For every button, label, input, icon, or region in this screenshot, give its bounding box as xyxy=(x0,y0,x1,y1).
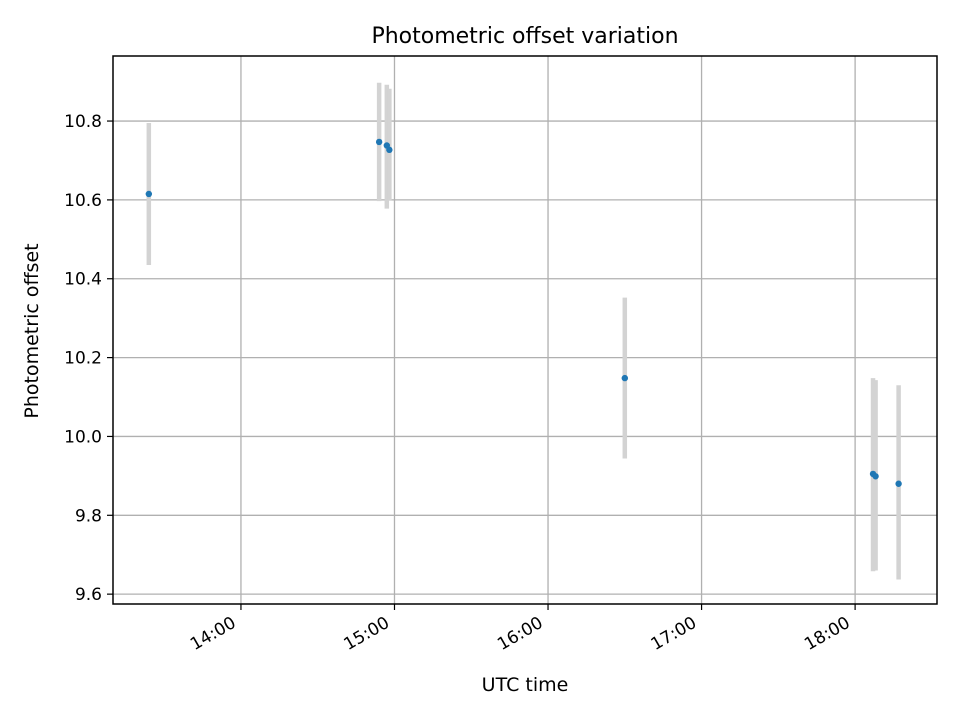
data-point-layer xyxy=(145,138,902,487)
y-tick-label: 10.0 xyxy=(64,427,102,447)
y-tick-label: 9.8 xyxy=(75,506,102,526)
y-tick-label: 10.4 xyxy=(64,270,102,290)
grid-layer xyxy=(113,56,937,604)
data-point xyxy=(872,473,879,480)
data-point xyxy=(621,374,629,382)
x-axis-label: UTC time xyxy=(482,674,569,696)
y-tick-label: 9.6 xyxy=(75,585,102,605)
data-point xyxy=(145,190,153,198)
chart-title: Photometric offset variation xyxy=(371,24,678,49)
data-point xyxy=(386,146,393,154)
y-tick-label: 10.8 xyxy=(64,112,102,132)
data-point xyxy=(895,480,902,487)
data-point xyxy=(375,138,383,146)
y-tick-label: 10.2 xyxy=(64,349,102,369)
y-tick-label: 10.6 xyxy=(64,191,102,211)
y-axis-label: Photometric offset xyxy=(21,243,43,418)
axes-frame xyxy=(112,55,938,605)
